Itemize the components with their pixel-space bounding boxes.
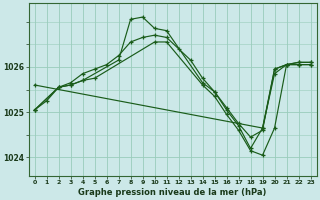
X-axis label: Graphe pression niveau de la mer (hPa): Graphe pression niveau de la mer (hPa) bbox=[78, 188, 267, 197]
